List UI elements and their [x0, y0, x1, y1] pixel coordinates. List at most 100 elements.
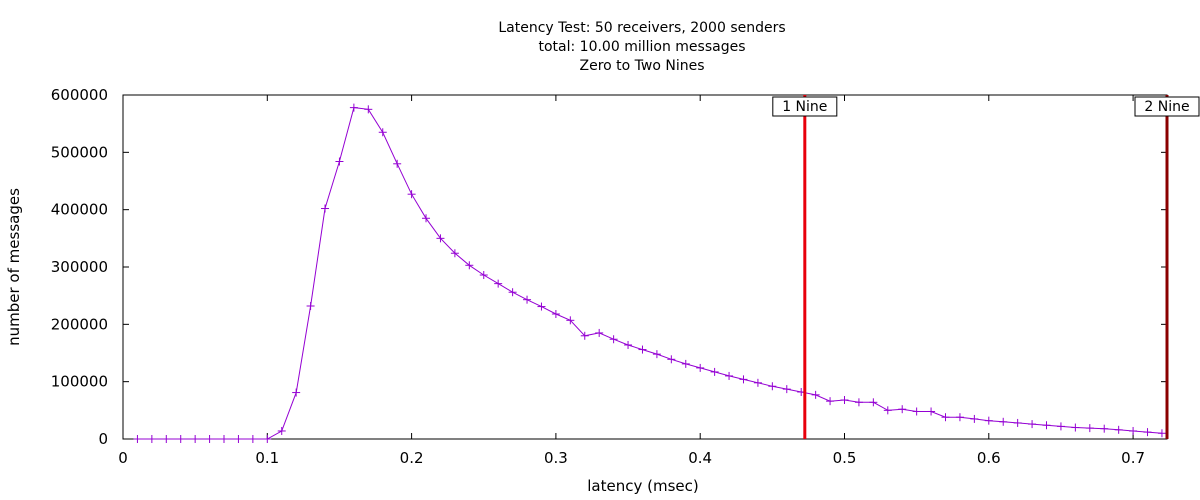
data-point — [523, 295, 532, 304]
data-point — [378, 128, 387, 137]
data-point — [970, 414, 979, 423]
nine-markers: 1 Nine 2 Nine — [772, 95, 1200, 439]
x-tick-label: 0.7 — [1121, 449, 1145, 467]
data-point — [162, 435, 171, 443]
y-axis-label: number of messages — [5, 188, 23, 346]
data-point — [1013, 418, 1022, 427]
y-tick-label: 100000 — [51, 373, 108, 391]
data-point — [1143, 428, 1152, 437]
x-tick-label: 0.3 — [544, 449, 568, 467]
data-point — [826, 397, 835, 406]
x-tick-label: 0.1 — [255, 449, 279, 467]
x-tick-label: 0 — [118, 449, 128, 467]
y-tick-label: 500000 — [51, 143, 108, 161]
data-point — [941, 413, 950, 422]
nine-marker: 1 Nine — [772, 95, 838, 439]
y-tick-label: 400000 — [51, 201, 108, 219]
data-point — [609, 335, 618, 344]
data-point — [292, 388, 301, 397]
data-point — [479, 271, 488, 280]
y-tick-label: 200000 — [51, 315, 108, 333]
data-point — [739, 375, 748, 384]
data-point — [624, 340, 633, 349]
data-point — [321, 204, 330, 213]
data-point — [566, 316, 575, 325]
data-point — [234, 435, 243, 443]
x-tick-label: 0.5 — [833, 449, 857, 467]
x-axis-label: latency (msec) — [587, 477, 698, 495]
data-point — [696, 363, 705, 372]
x-axis: 0 0.1 0.2 0.3 0.4 0.5 0.6 0.7 — [118, 95, 1145, 467]
data-point — [248, 435, 257, 443]
data-point — [335, 157, 344, 166]
nine-marker-box — [772, 96, 838, 117]
title-line-2: total: 10.00 million messages — [538, 39, 745, 55]
data-point — [927, 407, 936, 416]
plot-area-border — [122, 94, 1168, 440]
data-point — [840, 396, 849, 405]
data-point — [494, 279, 503, 288]
data-point — [1157, 429, 1166, 438]
data-point — [176, 435, 185, 443]
data-point — [1085, 424, 1094, 433]
data-point — [768, 382, 777, 391]
data-point — [1100, 424, 1109, 433]
y-axis: 0 100000 200000 300000 400000 500000 600000 — [51, 86, 1167, 448]
data-point — [133, 435, 142, 443]
title-line-3: Zero to Two Nines — [579, 58, 704, 74]
data-point — [393, 159, 402, 168]
data-point — [869, 398, 878, 407]
data-point — [349, 103, 358, 112]
y-tick-label: 0 — [98, 430, 108, 448]
data-point — [652, 350, 661, 359]
data-point — [1114, 425, 1123, 434]
x-tick-label: 0.2 — [400, 449, 424, 467]
title-line-1: Latency Test: 50 receivers, 2000 senders — [498, 20, 785, 36]
data-point — [205, 435, 214, 443]
data-point — [364, 105, 373, 114]
series-line — [137, 107, 1162, 440]
data-point — [753, 378, 762, 387]
data-point — [450, 249, 459, 258]
nine-marker-box — [1134, 96, 1200, 117]
data-point — [854, 398, 863, 407]
x-tick-label: 0.4 — [688, 449, 712, 467]
data-point — [1028, 420, 1037, 429]
data-point — [1071, 423, 1080, 432]
data-point — [263, 435, 272, 443]
data-point — [638, 345, 647, 354]
data-point — [465, 261, 474, 270]
data-point — [912, 407, 921, 416]
data-point — [580, 331, 589, 340]
data-point — [1056, 422, 1065, 431]
data-point — [595, 328, 604, 337]
nine-marker-label: 2 Nine — [1144, 99, 1189, 115]
data-point — [277, 426, 286, 435]
data-point — [436, 234, 445, 243]
data-point — [551, 310, 560, 319]
data-point — [811, 390, 820, 399]
data-point — [306, 301, 315, 310]
data-point — [407, 190, 416, 199]
data-point — [1129, 426, 1138, 435]
data-point — [710, 367, 719, 376]
data-point — [147, 435, 156, 443]
data-point — [725, 371, 734, 380]
nine-marker: 2 Nine — [1134, 95, 1200, 439]
data-point — [883, 406, 892, 415]
data-point — [508, 288, 517, 297]
data-point — [220, 435, 229, 443]
data-point — [681, 359, 690, 368]
y-tick-label: 300000 — [51, 258, 108, 276]
data-point — [667, 355, 676, 364]
data-point — [1042, 421, 1051, 430]
series-layer — [133, 103, 1166, 443]
data-point — [537, 302, 546, 311]
data-point — [984, 416, 993, 425]
chart-title: Latency Test: 50 receivers, 2000 senders… — [498, 20, 785, 74]
data-point — [782, 385, 791, 394]
data-point — [955, 413, 964, 422]
data-point — [898, 405, 907, 414]
data-point — [422, 214, 431, 223]
